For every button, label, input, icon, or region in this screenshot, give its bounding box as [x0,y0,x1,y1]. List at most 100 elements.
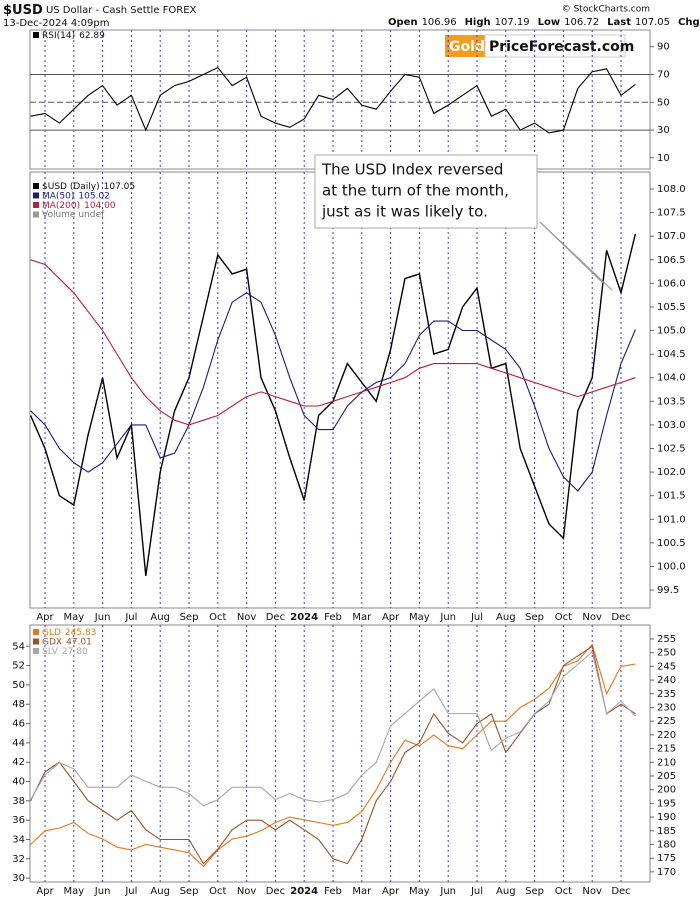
y-tick-label: 185 [657,826,676,837]
plots: 10 30 50 70 90 RSI(14) 62.89 Apr May Jun Jul Aug Sep… [12,29,686,897]
y-tick-label: 50 [12,680,25,691]
legend-name: GLD [42,628,61,638]
header-stats: Open 106.96 High 107.19 Low 106.72 Last 107.05 C… [388,17,700,28]
x-tick-label: Nov [582,612,602,623]
y-tick-label: 170 [657,867,676,878]
series-line [30,643,636,868]
stat-value: 107.19 [495,17,530,28]
x-tick-label: Dec [611,612,630,623]
y-tick-label: 10 [657,153,670,164]
y-tick-label: 106.0 [657,278,686,289]
legend-entry: GDX 47.01 [42,637,92,647]
x-tick-label: Oct [555,612,572,623]
x-tick-label: May [409,612,430,623]
legend-value: 47.01 [66,637,92,647]
y-tick-label: 100.0 [657,561,686,572]
legend-swatch [33,32,39,38]
x-tick-label: Mar [352,886,372,897]
x-tick-label: Apr [382,612,400,623]
y-tick-label: 34 [12,834,25,845]
series-line [30,292,636,492]
legend-entry: RSI(14) 62.89 [42,31,105,41]
legend-entry: MA(200) 104.00 [42,201,116,211]
series-line [30,651,636,807]
x-tick-label: Apr [36,612,54,623]
y-tick-label: 102.0 [657,467,686,478]
stat-value: 107.05 [635,17,670,28]
y-tick-label: 235 [657,689,676,700]
x-tick-label: Jun [439,886,456,897]
legend-name: $USD (Daily) [42,182,100,192]
x-tick-label: Jul [124,612,137,623]
legend-swatch [33,183,39,189]
x-tick-label: Feb [324,612,342,623]
stat-value: 106.72 [564,17,599,28]
x-tick-label: Nov [237,886,257,897]
x-tick-label: Jul [470,612,483,623]
x-tick-label: Nov [582,886,602,897]
x-tick-label: Aug [496,612,516,623]
y-tick-label: 107.0 [657,231,686,242]
logo-gold: Gold [449,39,485,55]
y-tick-label: 52 [12,661,25,672]
y-tick-label: 103.0 [657,420,686,431]
legend-entry: Volume undef [42,210,105,220]
y-tick-label: 104.0 [657,373,686,384]
stat-label: Chg [678,17,700,28]
y-tick-label: 101.0 [657,514,686,525]
legend-swatch [33,202,39,208]
x-tick-label: Dec [266,612,285,623]
x-tick-label: Apr [36,886,54,897]
y-tick-label: 225 [657,716,676,727]
series-line [30,259,636,426]
y-tick-label: 70 [657,69,670,80]
x-tick-label: Aug [150,612,170,623]
stat-label: High [465,17,491,28]
symbol: $USD [3,3,43,18]
y-tick-label: 99.5 [657,585,679,596]
x-tick-label: Jun [94,886,111,897]
credit: © StockCharts.com [562,5,650,15]
legend-swatch [33,192,39,199]
x-tick-label: Oct [555,886,572,897]
y-tick-label: 30 [657,125,670,136]
x-tick-label: Mar [352,612,372,623]
x-tick-label: May [63,612,84,623]
x-tick-label: Sep [180,886,199,897]
x-tick-label: Apr [382,886,400,897]
x-tick-label: 2024 [290,886,318,897]
legend-swatch [33,629,39,635]
y-tick-label: 54 [12,641,25,652]
y-tick-label: 104.5 [657,349,686,360]
stat-value: 106.96 [422,17,457,28]
x-tick-label: Dec [611,886,630,897]
logo-gold-bg [445,35,485,57]
legend-name: RSI(14) [42,31,75,41]
legend-value: 245.83 [65,628,97,638]
x-tick-label: Oct [209,612,226,623]
y-tick-label: 90 [657,42,670,53]
legend-entry: SLV 27.80 [42,647,88,657]
x-tick-label: Oct [209,886,226,897]
x-tick-label: 2024 [290,612,318,623]
legend-name: GDX [42,637,62,647]
y-tick-label: 255 [657,634,676,645]
y-tick-label: 103.5 [657,396,686,407]
series-line [30,66,636,134]
y-tick-label: 30 [12,873,25,884]
annotation-line: at the turn of the month, [322,182,509,200]
x-tick-label: Aug [150,886,170,897]
annotation-line: just as it was likely to. [321,203,488,221]
x-tick-label: Jul [124,886,137,897]
x-tick-label: Sep [525,886,544,897]
x-tick-label: Feb [324,886,342,897]
annotation-box [314,154,538,229]
legend-value: 105.02 [78,191,110,201]
legend-value: 62.89 [79,31,105,41]
y-tick-label: 240 [657,675,676,686]
y-tick-label: 215 [657,744,676,755]
logo-rest-bg [484,34,626,58]
panel-frame [29,624,651,883]
y-tick-label: 44 [12,738,25,749]
